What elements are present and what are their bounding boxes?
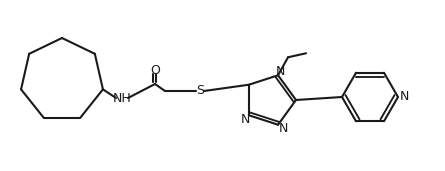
Text: N: N — [399, 90, 409, 103]
Text: N: N — [240, 113, 250, 126]
Text: N: N — [275, 65, 285, 78]
Text: S: S — [196, 84, 204, 97]
Text: O: O — [150, 63, 160, 76]
Text: NH: NH — [113, 91, 131, 104]
Text: N: N — [278, 122, 288, 135]
